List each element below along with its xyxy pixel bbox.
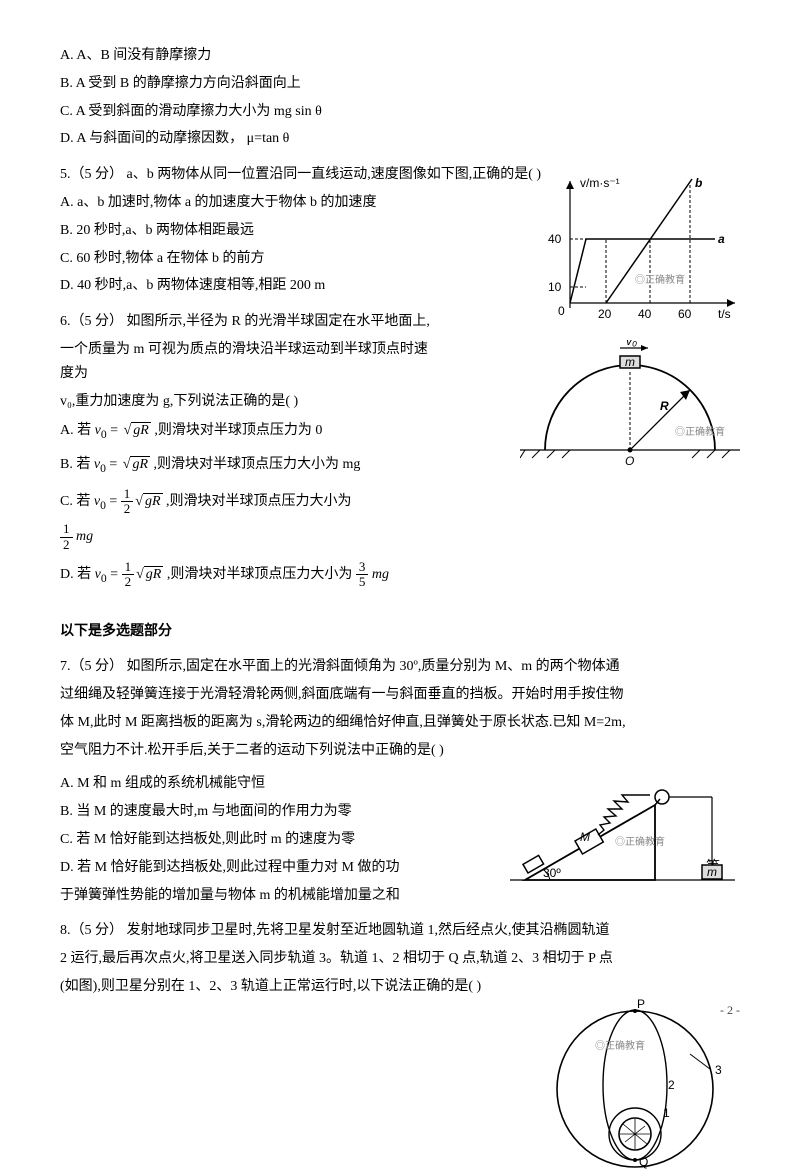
page-footer: - 2 - bbox=[720, 1003, 740, 1018]
q6-diagram: O R m v₀ ◎正确教育 bbox=[520, 340, 740, 475]
m-label: m bbox=[707, 865, 717, 879]
q7-stem3: 体 M,此时 M 距离挡板的距离为 s,滑轮两边的细绳恰好伸直,且弹簧处于原长状… bbox=[60, 711, 740, 735]
q4-optD: D. A 与斜面间的动摩擦因数， μ=tan θ bbox=[60, 127, 740, 151]
q7-stem2: 过细绳及轻弹簧连接于光滑轻滑轮两侧,斜面底端有一与斜面垂直的挡板。开始时用手按住… bbox=[60, 683, 740, 707]
watermark: ◎正确教育 bbox=[635, 273, 685, 286]
q4-optB: B. A 受到 B 的静摩擦力方向沿斜面向上 bbox=[60, 72, 740, 96]
q4-optA: A. A、B 间没有静摩擦力 bbox=[60, 44, 740, 68]
q7-optB: B. 当 M 的速度最大时,m 与地面间的作用力为零 bbox=[60, 800, 440, 824]
Q-label: Q bbox=[639, 1155, 648, 1169]
q5-block: v/m·s⁻¹ t/s 40 10 0 20 40 60 a b bbox=[60, 163, 740, 298]
q5-optD: D. 40 秒时,a、b 两物体速度相等,相距 200 m bbox=[60, 274, 440, 298]
q5-optC: C. 60 秒时,物体 a 在物体 b 的前方 bbox=[60, 247, 440, 271]
svg-text:2: 2 bbox=[668, 1078, 675, 1092]
q8-block: 8.（5 分） 发射地球同步卫星时,先将卫星发射至近地圆轨道 1,然后经点火,使… bbox=[60, 919, 740, 998]
q5-optB: B. 20 秒时,a、b 两物体相距最远 bbox=[60, 219, 440, 243]
q6-optD: D. 若 v0 = 12gR ,则滑块对半球顶点压力大小为 35 mg bbox=[60, 560, 740, 590]
ytick10: 10 bbox=[548, 280, 562, 294]
page: A. A、B 间没有静摩擦力 B. A 受到 B 的静摩擦力方向沿斜面向上 C.… bbox=[0, 0, 800, 1033]
label-b: b bbox=[695, 176, 702, 190]
q7-block: 7.（5 分） 如图所示,固定在水平面上的光滑斜面倾角为 30º,质量分别为 M… bbox=[60, 655, 740, 907]
P-label: P bbox=[637, 997, 645, 1011]
q7-stem1: 7.（5 分） 如图所示,固定在水平面上的光滑斜面倾角为 30º,质量分别为 M… bbox=[60, 655, 740, 679]
angle-label: 30º bbox=[543, 866, 561, 880]
O-label: O bbox=[625, 454, 634, 468]
q7-diagram: 30º M m ◎正确教育 bbox=[500, 775, 740, 900]
svg-text:3: 3 bbox=[715, 1063, 722, 1077]
M-label: M bbox=[580, 830, 590, 844]
q6D-pre: D. 若 bbox=[60, 567, 95, 582]
q6D-mid: ,则滑块对半球顶点压力大小为 bbox=[163, 567, 356, 582]
q6B-pre: B. 若 bbox=[60, 457, 94, 472]
q4-optC: C. A 受到斜面的滑动摩擦力大小为 mg sin θ bbox=[60, 100, 740, 124]
watermark: ◎正确教育 bbox=[595, 1039, 645, 1052]
q6A-post: ,则滑块对半球顶点压力为 0 bbox=[151, 423, 323, 438]
m-label: m bbox=[625, 355, 635, 369]
q6B-post: ,则滑块对半球顶点压力大小为 mg bbox=[150, 457, 360, 472]
label-a: a bbox=[718, 232, 725, 246]
q7-optA: A. M 和 m 组成的系统机械能守恒 bbox=[60, 772, 440, 796]
R-label: R bbox=[660, 399, 669, 413]
q6D-tail: mg bbox=[368, 567, 389, 582]
watermark: ◎正确教育 bbox=[615, 835, 665, 848]
q6-stem3: v₀,重力加速度为 g,下列说法正确的是( ) bbox=[60, 390, 440, 414]
watermark: ◎正确教育 bbox=[675, 425, 725, 438]
q6-stem2: 一个质量为 m 可视为质点的滑块沿半球运动到半球顶点时速度为 bbox=[60, 338, 440, 386]
q7-stem4: 空气阻力不计.松开手后,关于二者的运动下列说法中正确的是( ) bbox=[60, 739, 740, 763]
q6-stem1: 6.（5 分） 如图所示,半径为 R 的光滑半球固定在水平地面上, bbox=[60, 310, 440, 334]
q5-optA: A. a、b 加速时,物体 a 的加速度大于物体 b 的加速度 bbox=[60, 191, 440, 215]
q7D1-main: D. 若 M 恰好能到达挡板处,则此过程中重力对 M 做的功 bbox=[60, 856, 440, 880]
ytick40: 40 bbox=[548, 232, 562, 246]
svg-text:1: 1 bbox=[663, 1106, 670, 1120]
ylabel: v/m·s⁻¹ bbox=[580, 176, 620, 190]
q8-diagram: P Q 1 2 3 ◎正确教育 bbox=[540, 994, 730, 1174]
q6-optC-tail: 12 mg bbox=[60, 522, 740, 552]
q6C-pre: C. 若 bbox=[60, 494, 94, 509]
v0-label: v₀ bbox=[626, 340, 637, 348]
q6A-pre: A. 若 bbox=[60, 423, 95, 438]
q6-optC: C. 若 v0 = 12gR ,则滑块对半球顶点压力大小为 bbox=[60, 487, 740, 517]
q7-optC: C. 若 M 恰好能到达挡板处,则此时 m 的速度为零 bbox=[60, 828, 440, 852]
q6-block: O R m v₀ ◎正确教育 6.（5 分） 如图所示,半径为 R 的光滑半球固… bbox=[60, 310, 740, 589]
q8-stem1: 8.（5 分） 发射地球同步卫星时,先将卫星发射至近地圆轨道 1,然后经点火,使… bbox=[60, 919, 740, 943]
q6C-post: ,则滑块对半球顶点压力大小为 bbox=[163, 494, 352, 509]
q6C-tail: mg bbox=[73, 529, 94, 544]
multi-header: 以下是多选题部分 bbox=[60, 619, 740, 643]
q8-stem2: 2 运行,最后再次点火,将卫星送入同步轨道 3。轨道 1、2 相切于 Q 点,轨… bbox=[60, 947, 740, 971]
